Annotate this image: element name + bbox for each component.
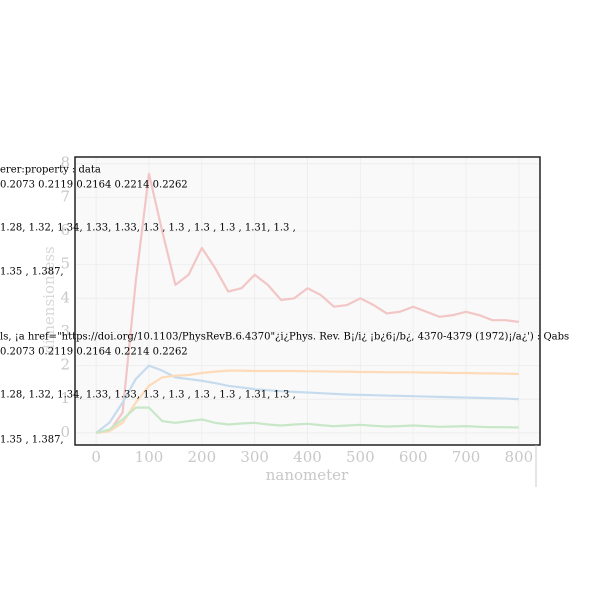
x-tick-label: 100 xyxy=(135,448,164,466)
y-tick-label: 3 xyxy=(60,322,70,340)
y-tick-label: 4 xyxy=(60,288,70,306)
x-tick-label: 0 xyxy=(91,448,101,466)
plot-frame xyxy=(74,156,541,446)
annotation: 1.35 , 1.387, xyxy=(0,435,64,446)
data-line xyxy=(95,406,519,434)
x-tick-label: 600 xyxy=(399,448,428,466)
y-tick-label: 5 xyxy=(60,255,70,273)
grid xyxy=(75,157,540,445)
y-tick-label: 7 xyxy=(60,187,70,205)
data-line xyxy=(95,364,519,434)
annotation: 1.28, 1.32, 1.34, 1.33, 1.33, 1.3 , 1.3 … xyxy=(0,390,296,401)
y-tick-label: 2 xyxy=(60,356,70,374)
y-tick-label: 6 xyxy=(60,221,70,239)
x-axis-label: nanometer xyxy=(266,466,349,484)
x-tick-label: 300 xyxy=(240,448,269,466)
x-tick-label: 400 xyxy=(293,448,322,466)
annotation: erer:property : data xyxy=(0,165,101,176)
x-tick-label: 800 xyxy=(505,448,534,466)
data-line xyxy=(96,369,519,434)
annotation: 0.2073 0.2119 0.2164 0.2214 0.2262 xyxy=(0,347,188,358)
annotation: 0.2073 0.2119 0.2164 0.2214 0.2262 xyxy=(0,180,188,191)
x-tick-label: 200 xyxy=(187,448,216,466)
annotation: ls, ¡a href="https://doi.org/10.1103/Phy… xyxy=(0,332,569,343)
x-tick-label: 500 xyxy=(346,448,375,466)
annotation: 1.28, 1.32, 1.34, 1.33, 1.33, 1.3 , 1.3 … xyxy=(0,223,296,234)
data-line xyxy=(96,172,519,434)
x-tick-label: 700 xyxy=(452,448,481,466)
ticks: 0 100 200 300 400 500 600 700 800 0 1 2 3 4 5 6 7 8 xyxy=(60,154,533,466)
y-tick-label: 1 xyxy=(60,389,70,407)
y-tick-label: 0 xyxy=(60,423,70,441)
annotations: erer:property : data 0.2073 0.2119 0.2164… xyxy=(0,165,569,446)
lines xyxy=(95,172,519,434)
y-axis-label: dimensionless xyxy=(40,246,58,353)
annotation: 1.35 , 1.387, xyxy=(0,267,64,278)
y-tick-label: 8 xyxy=(60,154,70,172)
